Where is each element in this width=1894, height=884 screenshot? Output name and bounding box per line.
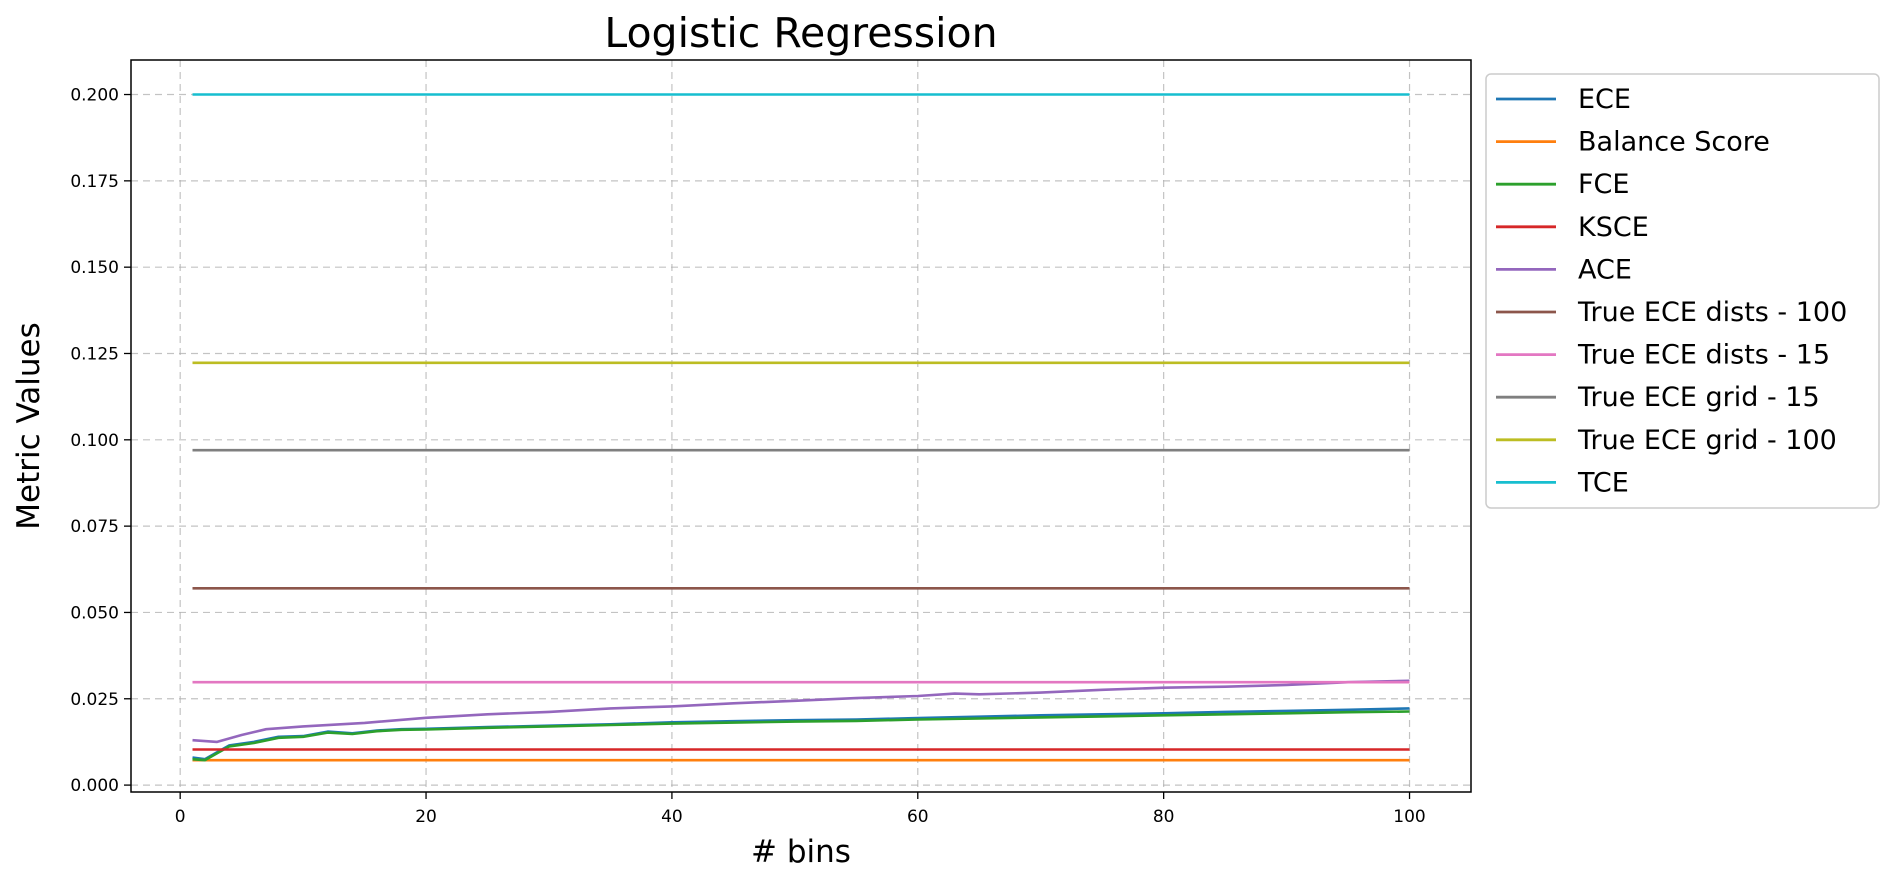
tick-layer: 0 20 40 60 80 100 0.000 0.025 0.050 0.075 0.100 0.1… bbox=[70, 86, 1425, 827]
legend-label-true-ece-grid-15: True ECE grid - 15 bbox=[1577, 382, 1820, 413]
y-tick-label: 0.125 bbox=[70, 344, 119, 364]
y-tick-label: 0.050 bbox=[70, 603, 119, 623]
x-tick-label: 0 bbox=[175, 807, 186, 827]
series-layer bbox=[192, 93, 1410, 762]
x-tick-label: 60 bbox=[907, 807, 929, 827]
y-tick-label: 0.150 bbox=[70, 258, 119, 278]
x-tick-label: 20 bbox=[415, 807, 437, 827]
series-line-fce bbox=[192, 710, 1410, 762]
legend-label-ace: ACE bbox=[1578, 254, 1632, 285]
legend-frame bbox=[1485, 73, 1880, 509]
y-tick-label: 0.200 bbox=[70, 86, 119, 106]
x-tick-label: 100 bbox=[1393, 807, 1425, 827]
plot-frame bbox=[130, 59, 1472, 793]
chart-title: Logistic Regression bbox=[604, 9, 997, 57]
y-tick-label: 0.075 bbox=[70, 517, 119, 537]
legend-label-true-ece-dists-15: True ECE dists - 15 bbox=[1577, 340, 1830, 371]
legend-label-fce: FCE bbox=[1578, 169, 1629, 200]
x-tick-label: 40 bbox=[661, 807, 683, 827]
legend-label-ece: ECE bbox=[1578, 84, 1631, 115]
legend-label-true-ece-grid-100: True ECE grid - 100 bbox=[1577, 425, 1837, 456]
legend-label-balance-score: Balance Score bbox=[1578, 127, 1770, 158]
legend-label-true-ece-dists-100: True ECE dists - 100 bbox=[1577, 297, 1847, 328]
y-tick-label: 0.175 bbox=[70, 172, 119, 192]
y-tick-label: 0.025 bbox=[70, 690, 119, 710]
y-tick-label: 0.000 bbox=[70, 776, 119, 796]
y-axis-label: Metric Values bbox=[11, 322, 47, 530]
legend-label-tce: TCE bbox=[1577, 467, 1629, 498]
x-tick-label: 80 bbox=[1153, 807, 1175, 827]
y-tick-label: 0.100 bbox=[70, 431, 119, 451]
x-axis-label: # bins bbox=[751, 834, 851, 870]
legend: ECE Balance Score FCE KSCE ACE True ECE dists… bbox=[1485, 73, 1880, 509]
series-line-ace bbox=[192, 679, 1410, 744]
legend-label-ksce: KSCE bbox=[1578, 212, 1649, 243]
